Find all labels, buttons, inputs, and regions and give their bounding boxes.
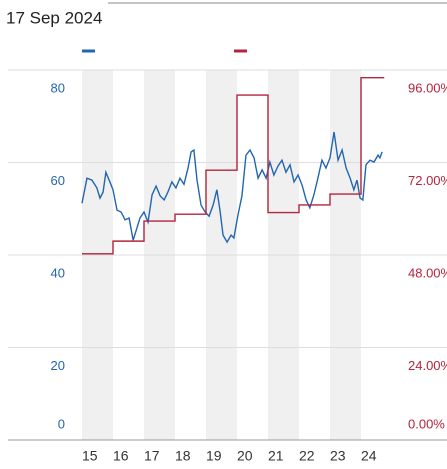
series-line: [81, 131, 383, 244]
x-tick-label: 23: [330, 448, 346, 464]
x-tick-label: 21: [268, 448, 284, 464]
y-tick-label: 80: [51, 80, 65, 95]
x-tick-label: 17: [144, 448, 160, 464]
x-tick-label: 15: [82, 448, 98, 464]
x-tick-label: 16: [113, 448, 129, 464]
y-tick-label: 40: [51, 265, 65, 280]
y-tick-label: 20: [51, 358, 65, 373]
y-tick-label: 60: [51, 173, 65, 188]
chart-title: 17 Sep 2024: [6, 8, 102, 27]
y-tick-label: 0: [58, 416, 65, 431]
x-tick-label: 24: [361, 448, 377, 464]
y2-tick-label: 96.00%: [408, 80, 447, 95]
x-tick-label: 20: [237, 448, 253, 464]
x-tick-label: 18: [175, 448, 191, 464]
y2-tick-label: 72.00%: [408, 173, 447, 188]
y2-tick-label: 24.00%: [408, 358, 447, 373]
x-tick-label: 22: [299, 448, 315, 464]
y2-tick-label: 0.00%: [408, 416, 445, 431]
y2-tick-label: 48.00%: [408, 265, 447, 280]
series-line: [82, 77, 385, 255]
x-tick-label: 19: [206, 448, 222, 464]
